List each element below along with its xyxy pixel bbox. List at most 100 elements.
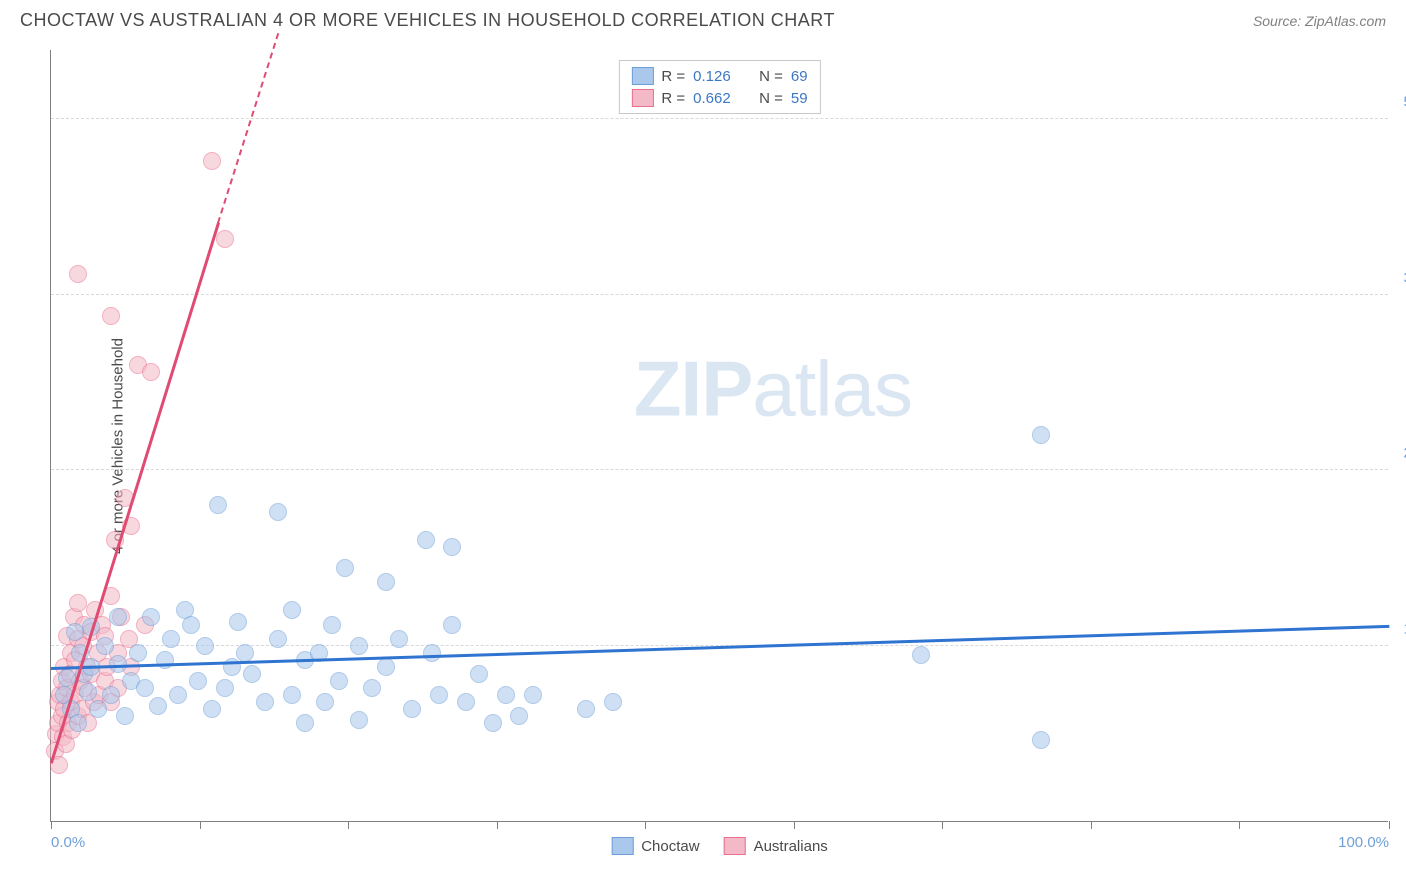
data-point: [350, 637, 368, 655]
chart-title: CHOCTAW VS AUSTRALIAN 4 OR MORE VEHICLES…: [20, 10, 835, 31]
data-point: [283, 686, 301, 704]
data-point: [102, 686, 120, 704]
data-point: [149, 697, 167, 715]
series-legend: Choctaw Australians: [611, 837, 828, 855]
data-point: [102, 307, 120, 325]
data-point: [203, 700, 221, 718]
data-point: [336, 559, 354, 577]
data-point: [129, 644, 147, 662]
data-point: [484, 714, 502, 732]
data-point: [510, 707, 528, 725]
data-point: [216, 679, 234, 697]
data-point: [69, 265, 87, 283]
data-point: [443, 616, 461, 634]
data-point: [363, 679, 381, 697]
x-tick: [1389, 821, 1390, 829]
data-point: [296, 714, 314, 732]
data-point: [169, 686, 187, 704]
x-tick: [1091, 821, 1092, 829]
n-label: N =: [759, 90, 783, 107]
data-point: [377, 658, 395, 676]
data-point: [330, 672, 348, 690]
source-label: Source: ZipAtlas.com: [1253, 13, 1386, 29]
x-tick: [942, 821, 943, 829]
data-point: [229, 613, 247, 631]
legend-label: Choctaw: [641, 838, 699, 855]
x-tick: [1239, 821, 1240, 829]
x-tick: [51, 821, 52, 829]
data-point: [96, 637, 114, 655]
data-point: [417, 531, 435, 549]
x-tick: [200, 821, 201, 829]
legend-swatch: [724, 837, 746, 855]
data-point: [243, 665, 261, 683]
data-point: [216, 230, 234, 248]
legend-item: Choctaw: [611, 837, 699, 855]
data-point: [142, 363, 160, 381]
data-point: [162, 630, 180, 648]
data-point: [189, 672, 207, 690]
correlation-legend: R = 0.126 N = 69 R = 0.662 N = 59: [618, 60, 820, 114]
legend-swatch: [631, 67, 653, 85]
gridline: [51, 469, 1388, 470]
x-tick-label: 0.0%: [51, 834, 85, 851]
data-point: [377, 573, 395, 591]
legend-swatch: [631, 89, 653, 107]
trend-line: [217, 34, 279, 224]
r-label: R =: [661, 68, 685, 85]
gridline: [51, 294, 1388, 295]
legend-swatch: [611, 837, 633, 855]
data-point: [209, 496, 227, 514]
data-point: [89, 700, 107, 718]
data-point: [283, 601, 301, 619]
x-tick: [794, 821, 795, 829]
data-point: [443, 538, 461, 556]
data-point: [423, 644, 441, 662]
data-point: [182, 616, 200, 634]
legend-row: R = 0.126 N = 69: [631, 65, 807, 87]
legend-row: R = 0.662 N = 59: [631, 87, 807, 109]
data-point: [142, 608, 160, 626]
data-point: [403, 700, 421, 718]
r-value: 0.126: [693, 68, 741, 85]
r-label: R =: [661, 90, 685, 107]
data-point: [577, 700, 595, 718]
data-point: [1032, 426, 1050, 444]
data-point: [203, 152, 221, 170]
n-value: 59: [791, 90, 808, 107]
n-value: 69: [791, 68, 808, 85]
n-label: N =: [759, 68, 783, 85]
data-point: [524, 686, 542, 704]
watermark: ZIPatlas: [634, 344, 912, 435]
data-point: [109, 608, 127, 626]
data-point: [269, 503, 287, 521]
data-point: [196, 637, 214, 655]
r-value: 0.662: [693, 90, 741, 107]
data-point: [1032, 731, 1050, 749]
x-tick: [497, 821, 498, 829]
x-tick-label: 100.0%: [1338, 834, 1389, 851]
data-point: [912, 646, 930, 664]
data-point: [69, 594, 87, 612]
data-point: [470, 665, 488, 683]
data-point: [269, 630, 287, 648]
data-point: [316, 693, 334, 711]
data-point: [350, 711, 368, 729]
data-point: [323, 616, 341, 634]
data-point: [430, 686, 448, 704]
data-point: [69, 714, 87, 732]
data-point: [79, 683, 97, 701]
x-tick: [645, 821, 646, 829]
data-point: [116, 707, 134, 725]
x-tick: [348, 821, 349, 829]
data-point: [390, 630, 408, 648]
legend-item: Australians: [724, 837, 828, 855]
data-point: [497, 686, 515, 704]
scatter-chart: ZIPatlas 12.5%25.0%37.5%50.0%0.0%100.0%R…: [50, 50, 1388, 822]
legend-label: Australians: [754, 838, 828, 855]
data-point: [136, 679, 154, 697]
data-point: [457, 693, 475, 711]
data-point: [236, 644, 254, 662]
data-point: [256, 693, 274, 711]
data-point: [604, 693, 622, 711]
